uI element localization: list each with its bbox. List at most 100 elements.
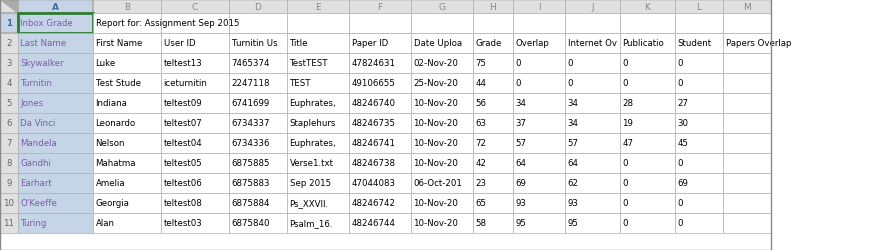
Bar [565, 34, 620, 54]
Text: iceturnitin: iceturnitin [163, 79, 208, 88]
Bar [620, 94, 675, 114]
Bar [675, 193, 723, 213]
Bar [349, 134, 411, 154]
Bar [620, 154, 675, 173]
Bar [675, 154, 723, 173]
Text: Grade: Grade [476, 39, 502, 48]
Bar [723, 34, 771, 54]
Text: Date Uploa: Date Uploa [414, 39, 462, 48]
Text: TEST: TEST [290, 79, 311, 88]
Bar [18, 173, 93, 193]
Text: Internet Ov: Internet Ov [567, 39, 616, 48]
Text: Euphrates,: Euphrates, [290, 99, 336, 108]
Text: 56: 56 [476, 99, 486, 108]
Bar [620, 34, 675, 54]
Text: 9: 9 [6, 179, 11, 188]
Bar [18, 134, 93, 154]
Bar [349, 54, 411, 74]
Text: M: M [743, 2, 751, 12]
Text: 34: 34 [567, 119, 579, 128]
Bar [349, 0, 411, 14]
Text: 5: 5 [6, 99, 11, 108]
Bar [723, 94, 771, 114]
Text: 6: 6 [6, 119, 11, 128]
Text: Report for: Assignment Sep 2015: Report for: Assignment Sep 2015 [95, 20, 239, 28]
Text: teltest03: teltest03 [163, 219, 203, 228]
Text: 10-Nov-20: 10-Nov-20 [414, 99, 458, 108]
Text: teltest09: teltest09 [163, 99, 203, 108]
Bar [675, 213, 723, 233]
Text: 57: 57 [515, 139, 526, 148]
Bar [620, 213, 675, 233]
Bar [18, 154, 93, 173]
Text: Overlap: Overlap [515, 39, 549, 48]
Bar [675, 74, 723, 94]
Text: 8: 8 [6, 159, 11, 168]
Bar [93, 74, 161, 94]
Text: Da Vinci: Da Vinci [20, 119, 56, 128]
Bar [513, 134, 565, 154]
Text: 0: 0 [677, 59, 683, 68]
Text: 2: 2 [6, 39, 11, 48]
Bar [723, 213, 771, 233]
Text: 10: 10 [3, 199, 15, 208]
Bar [93, 94, 161, 114]
Bar [411, 34, 473, 54]
Bar [18, 54, 93, 74]
Text: 2247118: 2247118 [231, 79, 270, 88]
Text: 30: 30 [677, 119, 689, 128]
Bar [620, 193, 675, 213]
Text: 47824631: 47824631 [352, 59, 395, 68]
Bar [161, 193, 229, 213]
Bar [287, 154, 349, 173]
Bar [473, 114, 513, 134]
Text: 0: 0 [677, 199, 683, 208]
Bar [723, 54, 771, 74]
Bar [675, 114, 723, 134]
Bar [411, 154, 473, 173]
Bar [229, 173, 287, 193]
Text: TestTEST: TestTEST [290, 59, 328, 68]
Text: 6875883: 6875883 [231, 179, 270, 188]
Text: 0: 0 [677, 219, 683, 228]
Bar [287, 0, 349, 14]
Text: Student: Student [677, 39, 711, 48]
Bar [513, 54, 565, 74]
Text: A: A [52, 2, 59, 12]
Text: 48246741: 48246741 [352, 139, 395, 148]
Bar [93, 114, 161, 134]
Text: 47044083: 47044083 [352, 179, 395, 188]
Text: 0: 0 [622, 59, 628, 68]
Bar [723, 154, 771, 173]
Bar [0, 14, 18, 34]
Bar [93, 193, 161, 213]
Text: 7: 7 [6, 139, 11, 148]
Bar [229, 154, 287, 173]
Text: 64: 64 [515, 159, 526, 168]
Bar [0, 213, 18, 233]
Bar [161, 173, 229, 193]
Bar [723, 0, 771, 14]
Text: 25-Nov-20: 25-Nov-20 [414, 79, 458, 88]
Text: 44: 44 [476, 79, 486, 88]
Text: 02-Nov-20: 02-Nov-20 [414, 59, 458, 68]
Bar [93, 173, 161, 193]
Bar [513, 34, 565, 54]
Bar [0, 0, 18, 14]
Text: Georgia: Georgia [95, 199, 129, 208]
Polygon shape [1, 1, 17, 13]
Text: 0: 0 [677, 79, 683, 88]
Text: 11: 11 [3, 219, 15, 228]
Text: 48246735: 48246735 [352, 119, 395, 128]
Bar [93, 34, 161, 54]
Text: Turnitin Us: Turnitin Us [231, 39, 277, 48]
Text: teltest08: teltest08 [163, 199, 203, 208]
Text: teltest06: teltest06 [163, 179, 203, 188]
Bar [161, 74, 229, 94]
Bar [18, 193, 93, 213]
Text: 42: 42 [476, 159, 486, 168]
Text: Leonardo: Leonardo [95, 119, 135, 128]
Bar [473, 14, 513, 34]
Bar [229, 193, 287, 213]
Text: Mahatma: Mahatma [95, 159, 136, 168]
